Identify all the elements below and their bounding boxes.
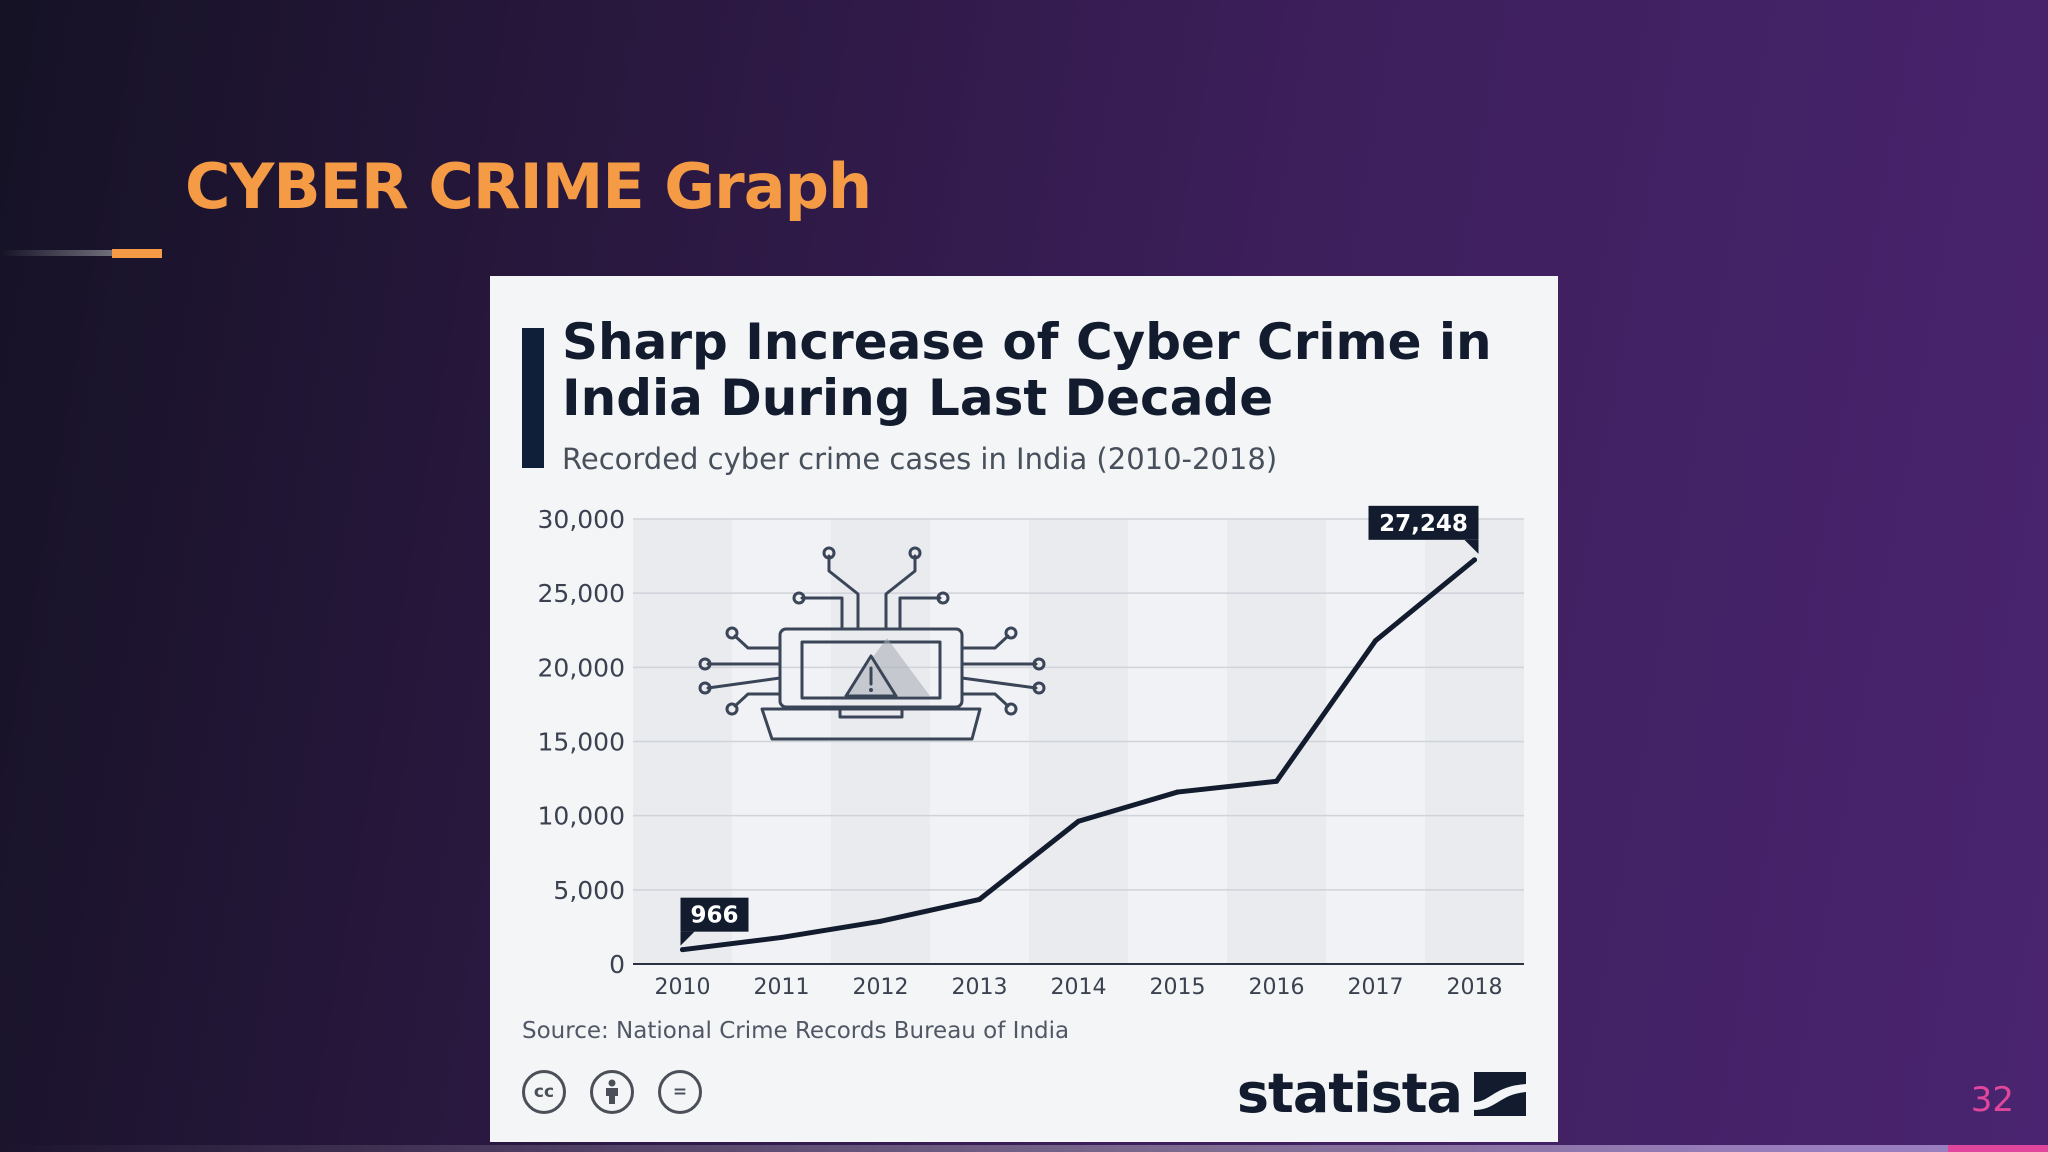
title-accent-bar (112, 249, 162, 258)
license-icons: cc = (522, 1070, 702, 1114)
bottom-accent-bar (1948, 1145, 2048, 1152)
data-label-text: 966 (690, 903, 738, 929)
x-tick-label: 2018 (1447, 975, 1503, 1000)
bottom-strip (0, 1145, 2048, 1152)
y-tick-label: 25,000 (538, 579, 625, 608)
data-point-2012 (878, 918, 883, 924)
x-tick-label: 2016 (1249, 975, 1305, 1000)
y-tick-label: 15,000 (538, 728, 625, 757)
data-point-2011 (779, 934, 784, 940)
person-glyph (606, 1079, 618, 1104)
statista-mark-icon (1474, 1071, 1526, 1116)
data-label-box (1368, 505, 1479, 540)
page-number: 32 (1970, 1080, 2014, 1120)
data-label-text: 27,248 (1379, 511, 1468, 537)
cc-icon[interactable]: cc (522, 1070, 566, 1114)
x-tick-label: 2011 (754, 975, 810, 1000)
data-point-2014 (1076, 818, 1081, 824)
y-tick-label: 20,000 (538, 653, 625, 682)
x-tick-label: 2014 (1051, 975, 1107, 1000)
slide-title: CYBER CRIME Graph (185, 150, 872, 223)
chart-title-text: Sharp Increase of Cyber Crime in India D… (562, 313, 1492, 427)
y-tick-label: 5,000 (553, 876, 625, 905)
data-point-2013 (977, 896, 982, 902)
attribution-icon[interactable] (590, 1070, 634, 1114)
statista-logo[interactable]: statista (1237, 1062, 1526, 1125)
data-point-2015 (1175, 789, 1180, 795)
data-label-pointer (1464, 539, 1479, 554)
y-tick-label: 0 (609, 950, 625, 979)
data-label-pointer (680, 931, 695, 946)
series-line (680, 557, 1477, 953)
y-tick-label: 30,000 (538, 505, 625, 534)
source-note: Source: National Crime Records Bureau of… (522, 1018, 1070, 1044)
chart-subtitle: Recorded cyber crime cases in India (201… (562, 442, 1278, 476)
brand-name: statista (1236, 1062, 1463, 1125)
title-underline (0, 250, 112, 256)
no-derivatives-icon[interactable]: = (658, 1070, 702, 1114)
data-point-2010 (680, 947, 685, 953)
title-accent-block (522, 328, 544, 468)
x-tick-label: 2013 (952, 975, 1008, 1000)
laptop-warning-circuit-icon (698, 546, 1046, 741)
x-tick-label: 2012 (853, 975, 909, 1000)
x-tick-label: 2010 (655, 975, 711, 1000)
x-tick-label: 2015 (1150, 975, 1206, 1000)
chart-title: Sharp Increase of Cyber Crime in India D… (562, 314, 1558, 426)
data-label-box (680, 897, 749, 932)
data-labels: 966 27,248 (680, 505, 1479, 946)
data-point-2018 (1472, 557, 1477, 563)
infographic-card: Sharp Increase of Cyber Crime in India D… (490, 276, 1558, 1142)
data-point-2017 (1373, 638, 1378, 644)
y-tick-label: 10,000 (538, 802, 625, 831)
data-point-2016 (1274, 778, 1279, 784)
x-tick-label: 2017 (1348, 975, 1404, 1000)
line-chart: 0 5,000 10,000 15,000 20,000 25,000 30,000 2010… (538, 505, 1524, 1000)
axes: 0 5,000 10,000 15,000 20,000 25,000 30,000 2010… (538, 505, 1503, 1000)
